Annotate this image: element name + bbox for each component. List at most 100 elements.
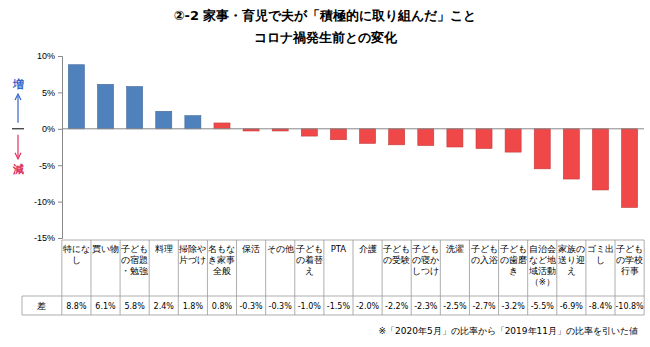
decrease-label: 減 [12,163,24,176]
data-label: -2.3% [414,302,438,311]
y-tick: -5% [39,161,62,171]
bar [301,129,317,136]
category-label: 子どもの受験 [383,244,410,265]
category-label: 子どもの歯磨き [500,244,527,276]
y-tick-mark [58,129,62,130]
category-label: 家族の送り迎え [558,244,585,276]
category-label-line: 自治会 [529,244,556,254]
category-label-line: PTA [331,244,347,254]
table-rule [22,296,644,297]
category-label-line: しつけ [412,266,439,276]
data-label: 2.4% [154,302,175,311]
category-label-line: の寝か [412,255,439,265]
category-label: 掃除や片づけ [179,244,206,265]
table-rule [236,240,237,315]
category-label: 洗濯 [446,244,464,254]
bar [447,129,463,147]
category-label: ゴミ出し [587,244,614,265]
bar [156,111,172,128]
bar [476,129,492,149]
data-label: 6.1% [95,302,116,311]
category-label-line: 洗濯 [446,244,464,254]
category-label: 子どもの入浴 [471,244,498,265]
category-label-line: 掃除や [179,244,206,254]
category-label: 買い物 [92,244,119,254]
increase-arrow [17,96,18,123]
table-grid [22,240,644,315]
category-label-line: 子ども [121,244,148,254]
category-label-line: 子ども [616,244,643,254]
decrease-arrow-head [15,153,21,159]
category-label-line: 料理 [155,244,173,254]
bar [418,129,434,146]
table-rule [644,240,645,315]
category-label-line: き家事 [208,255,235,265]
category-label-line: 子ども [383,244,410,254]
data-label: -10.8% [615,302,644,311]
data-label: -3.2% [502,302,526,311]
data-label: -2.2% [385,302,409,311]
data-label: -6.9% [560,302,584,311]
category-label-line: ゴミ出 [587,244,614,254]
category-label-line: 特にな [63,244,90,254]
table-rule [149,240,150,315]
bar [389,129,405,145]
bar [68,65,84,129]
data-label: -2.0% [356,302,380,311]
y-tick-label: -5% [39,161,55,171]
footnote: ※「2020年5月」の比率から「2019年11月」の比率を引いた値 [378,326,638,336]
data-label: -8.4% [589,302,613,311]
category-label-line: 行事 [621,266,639,276]
y-tick-mark [58,202,62,203]
y-tick: -10% [34,197,62,207]
category-label-line: その他 [267,244,294,254]
category-label-line: 域活動 [528,266,556,276]
bar [360,129,376,144]
y-tick-label: -15% [34,233,55,243]
chart: ②-2 家事・育児で夫が「積極的に取り組んだ」ことコロナ禍発生前との変化 -15%… [0,0,650,347]
title: ②-2 家事・育児で夫が「積極的に取り組んだ」こと [174,8,477,23]
data-label: -0.3% [239,302,263,311]
category-label-line: き [509,266,518,276]
bar [534,129,550,169]
category-label-line: の入浴 [471,255,498,265]
data-label: -5.5% [531,302,555,311]
category-label-line: の宿題 [121,255,148,265]
category-label-line: 買い物 [92,244,119,254]
category-label: PTA [331,244,347,254]
table-rule [22,296,23,315]
subtitle: コロナ禍発生前との変化 [254,30,398,45]
category-label-line: など地 [529,255,556,265]
category-label-line: 家族の [558,244,585,254]
category-label: その他 [267,244,294,254]
y-tick-label: 5% [42,88,55,98]
category-label-line: 送り迎 [558,255,585,265]
table-rule [22,315,644,316]
category-label-line: 介護 [359,244,377,254]
data-label: -1.5% [327,302,351,311]
category-label: 子どもの寝かしつけ [412,244,439,276]
category-label-line: 全般 [213,266,231,276]
bar [98,84,114,128]
category-label-line: え [567,266,576,276]
y-tick-mark [58,92,62,93]
category-label-line: の着替 [296,255,323,265]
category-label-line: 保活 [242,244,260,254]
category-label: 子どもの学校行事 [616,244,643,276]
increase-label: 増 [12,78,24,91]
bar [185,116,201,129]
category-label: 子どもの宿題・勉強 [121,244,148,276]
y-tick-mark [58,165,62,166]
data-label: -2.7% [472,302,496,311]
category-label-line: 子ども [412,244,439,254]
data-label: -0.3% [269,302,293,311]
bar [563,129,579,179]
category-label-line: の歯磨 [500,255,527,265]
bar [330,129,346,140]
category-label: 料理 [155,244,173,254]
data-label: -1.0% [298,302,322,311]
bar [214,123,230,129]
table-rule [353,240,354,315]
table-rule [323,240,324,315]
category-label-line: の学校 [616,255,643,265]
